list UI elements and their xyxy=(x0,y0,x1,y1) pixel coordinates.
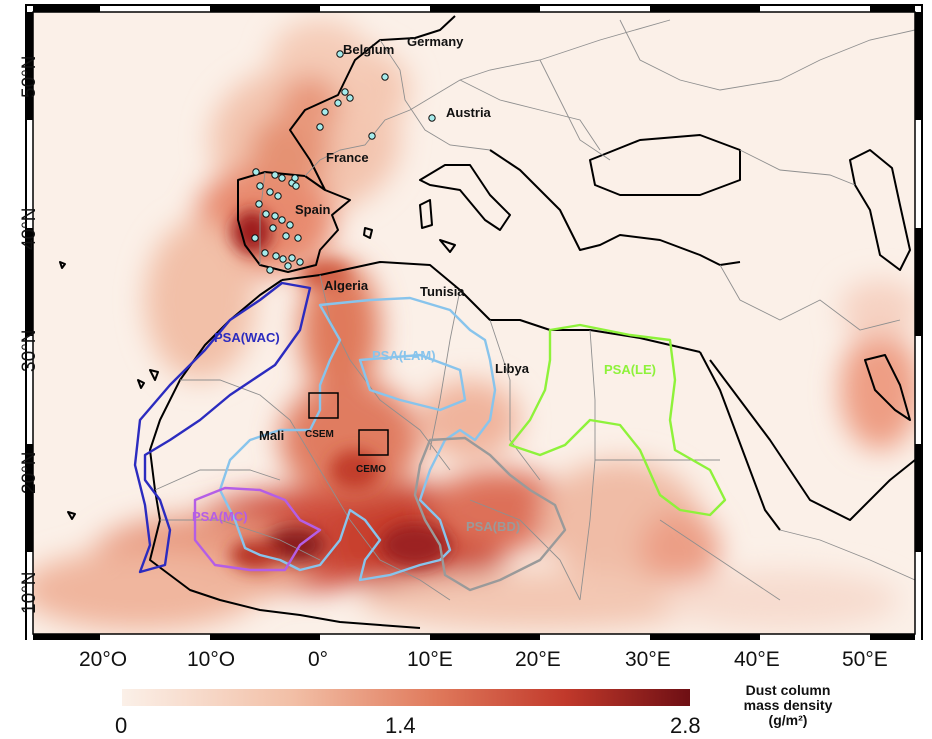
station-markers xyxy=(251,50,436,274)
place-label-mali: Mali xyxy=(259,428,284,443)
colorbar-min-label: 0 xyxy=(115,713,128,738)
region-outline-psa-lam xyxy=(218,296,497,582)
cemo-label: CEMO xyxy=(356,464,386,475)
dust-map: Belgium Germany Austria France Spain Alg… xyxy=(19,0,932,642)
colorbar-title: Dust column mass density (g/m²) xyxy=(716,683,860,728)
region-label-psa-mc: PSA(MC) xyxy=(192,509,248,524)
place-label-tunisia: Tunisia xyxy=(420,284,465,299)
place-label-austria: Austria xyxy=(446,105,492,120)
colorbar-title-line: mass density xyxy=(743,697,833,713)
region-outline-psa-le xyxy=(508,323,727,517)
colorbar xyxy=(122,689,690,706)
place-label-france: France xyxy=(326,150,369,165)
country-borders xyxy=(154,19,915,601)
place-label-libya: Libya xyxy=(495,361,530,376)
lon-tick-label: 20°O xyxy=(79,648,128,671)
csem-box xyxy=(308,392,339,419)
region-label-psa-bd: PSA(BD) xyxy=(466,519,520,534)
region-label-psa-lam: PSA(LAM) xyxy=(372,348,436,363)
map-frame-border xyxy=(25,4,923,642)
colorbar-title-line: (g/m²) xyxy=(768,712,808,728)
lon-tick-label: 20°E xyxy=(515,648,561,671)
colorbar-title-line: Dust column xyxy=(745,682,831,698)
place-label-belgium: Belgium xyxy=(343,42,394,57)
region-label-psa-wac: PSA(WAC) xyxy=(214,330,280,345)
coastlines xyxy=(59,15,915,629)
colorbar-max-label: 2.8 xyxy=(670,713,701,738)
lon-tick-label: 10°O xyxy=(187,648,236,671)
colorbar-mid-label: 1.4 xyxy=(385,713,416,738)
region-outline-psa-bd xyxy=(413,436,567,592)
region-label-psa-le: PSA(LE) xyxy=(604,362,656,377)
lat-tick-label: 20°N xyxy=(20,452,40,494)
csem-label: CSEM xyxy=(305,429,334,440)
lon-tick-label: 40°E xyxy=(734,648,780,671)
lon-tick-label: 50°E xyxy=(842,648,888,671)
place-label-spain: Spain xyxy=(295,202,330,217)
lon-tick-label: 30°E xyxy=(625,648,671,671)
lat-tick-label: 30°N xyxy=(20,330,40,372)
lat-tick-label: 50°N xyxy=(20,56,40,98)
dust-density-field xyxy=(33,20,915,630)
lon-tick-label: 10°E xyxy=(407,648,453,671)
place-label-germany: Germany xyxy=(407,34,464,49)
region-outline-psa-wac xyxy=(133,281,312,574)
lat-tick-label: 10°N xyxy=(20,572,40,614)
region-outline-psa-mc xyxy=(193,486,322,572)
place-label-algeria: Algeria xyxy=(324,278,369,293)
lon-tick-label: 0° xyxy=(308,648,329,671)
lat-tick-label: 40°N xyxy=(20,208,40,250)
cemo-box xyxy=(358,429,389,456)
